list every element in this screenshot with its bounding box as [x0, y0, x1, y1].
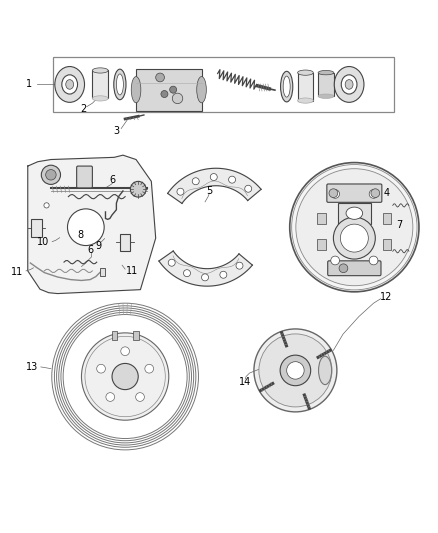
- Bar: [31, 220, 42, 237]
- Ellipse shape: [346, 207, 363, 220]
- Polygon shape: [159, 251, 252, 286]
- Bar: [100, 268, 106, 276]
- Text: 2: 2: [81, 104, 87, 114]
- Text: 11: 11: [11, 266, 23, 277]
- Circle shape: [333, 217, 375, 259]
- Circle shape: [97, 365, 106, 373]
- Ellipse shape: [334, 67, 364, 102]
- Text: 4: 4: [384, 188, 390, 198]
- Circle shape: [254, 329, 337, 412]
- Circle shape: [131, 181, 146, 197]
- Circle shape: [245, 185, 252, 192]
- Text: 12: 12: [380, 292, 392, 302]
- Bar: [317, 213, 326, 224]
- Text: 1: 1: [26, 79, 32, 90]
- Ellipse shape: [318, 356, 332, 385]
- Circle shape: [201, 274, 208, 281]
- Bar: [318, 72, 334, 96]
- Text: 8: 8: [78, 230, 84, 240]
- Circle shape: [44, 203, 49, 208]
- Circle shape: [161, 91, 168, 98]
- Ellipse shape: [318, 70, 334, 75]
- Circle shape: [177, 188, 184, 195]
- Text: 9: 9: [96, 240, 102, 251]
- Circle shape: [41, 165, 60, 184]
- Ellipse shape: [131, 77, 141, 103]
- Ellipse shape: [55, 67, 85, 102]
- Ellipse shape: [345, 79, 353, 89]
- Ellipse shape: [92, 68, 108, 73]
- Ellipse shape: [281, 71, 293, 102]
- Circle shape: [290, 163, 419, 292]
- Bar: [120, 234, 131, 251]
- Ellipse shape: [341, 75, 357, 94]
- Circle shape: [259, 334, 332, 407]
- Text: 3: 3: [113, 126, 120, 136]
- Circle shape: [236, 262, 243, 269]
- Circle shape: [329, 189, 338, 198]
- Polygon shape: [168, 168, 261, 204]
- Circle shape: [168, 259, 175, 266]
- Ellipse shape: [66, 79, 74, 89]
- Circle shape: [369, 190, 378, 198]
- Polygon shape: [28, 155, 155, 294]
- Circle shape: [339, 264, 348, 272]
- Circle shape: [369, 256, 378, 265]
- Bar: [297, 72, 313, 101]
- Circle shape: [81, 333, 169, 420]
- Bar: [383, 213, 392, 224]
- Text: 5: 5: [206, 185, 212, 196]
- Circle shape: [229, 176, 236, 183]
- Bar: [112, 331, 117, 340]
- Circle shape: [155, 73, 164, 82]
- Bar: [317, 239, 326, 250]
- Circle shape: [220, 271, 227, 278]
- Circle shape: [67, 209, 104, 246]
- Circle shape: [331, 256, 339, 265]
- Circle shape: [136, 393, 145, 401]
- Ellipse shape: [114, 69, 126, 100]
- Text: 6: 6: [109, 175, 115, 185]
- Circle shape: [210, 174, 217, 181]
- Bar: [383, 239, 392, 250]
- Bar: [338, 203, 371, 224]
- Bar: [53, 57, 394, 111]
- Ellipse shape: [92, 96, 108, 101]
- Circle shape: [172, 93, 183, 103]
- Ellipse shape: [297, 98, 313, 103]
- Circle shape: [287, 362, 304, 379]
- Text: 6: 6: [87, 245, 93, 255]
- Circle shape: [170, 86, 177, 93]
- Circle shape: [340, 224, 368, 252]
- Bar: [134, 331, 139, 340]
- Circle shape: [371, 189, 380, 198]
- Text: 10: 10: [37, 237, 49, 247]
- Circle shape: [192, 177, 199, 185]
- FancyBboxPatch shape: [327, 184, 382, 203]
- Circle shape: [46, 169, 56, 180]
- Circle shape: [296, 169, 413, 286]
- Circle shape: [145, 365, 154, 373]
- FancyBboxPatch shape: [328, 261, 381, 276]
- Circle shape: [280, 355, 311, 386]
- Text: 7: 7: [396, 220, 402, 230]
- Circle shape: [331, 190, 339, 198]
- Text: 13: 13: [26, 362, 39, 372]
- Ellipse shape: [62, 75, 78, 94]
- Text: 11: 11: [126, 266, 138, 276]
- FancyBboxPatch shape: [77, 166, 92, 188]
- Bar: [136, 69, 201, 111]
- Circle shape: [106, 393, 115, 401]
- Ellipse shape: [117, 74, 124, 95]
- Ellipse shape: [297, 70, 313, 75]
- Circle shape: [184, 270, 191, 277]
- Text: 14: 14: [239, 377, 251, 387]
- Bar: [92, 70, 108, 99]
- Ellipse shape: [283, 76, 290, 97]
- Ellipse shape: [318, 94, 334, 99]
- Circle shape: [112, 364, 138, 390]
- Ellipse shape: [197, 77, 206, 103]
- Circle shape: [121, 347, 130, 356]
